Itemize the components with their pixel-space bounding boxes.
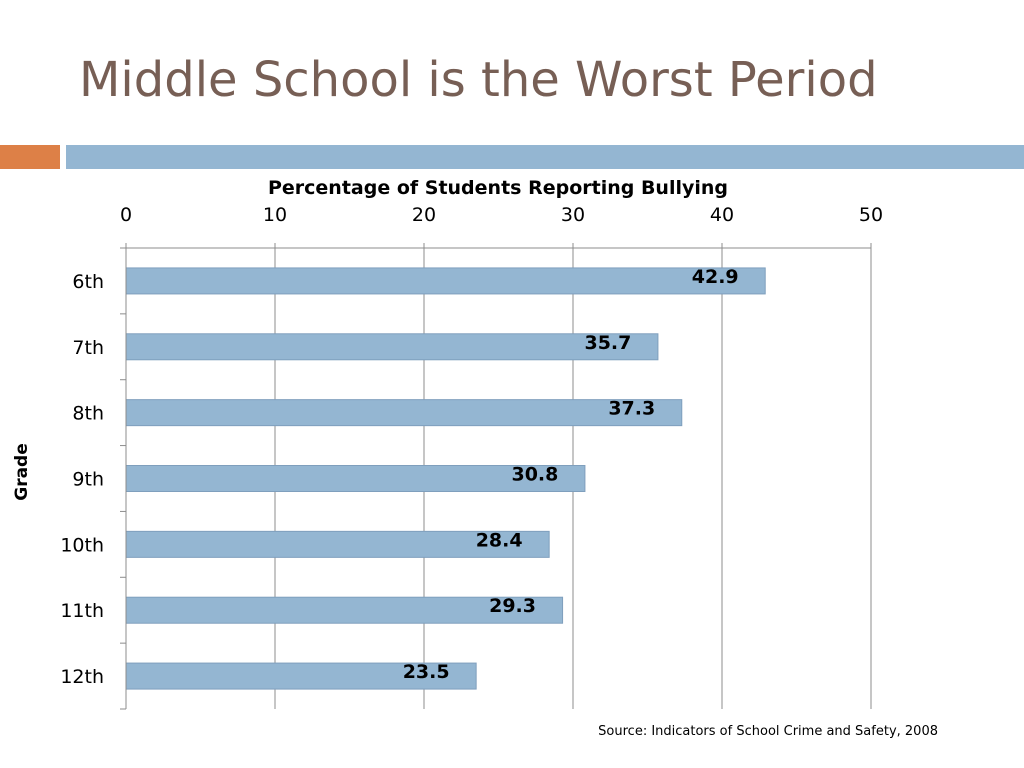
x-tick-label: 50 — [859, 204, 883, 226]
data-labels: 42.9 35.7 37.3 30.8 28.4 29.3 23.5 — [403, 266, 739, 683]
bar — [125, 662, 477, 690]
data-label: 42.9 — [692, 266, 739, 288]
axes: 0 10 20 30 40 50 6th 7th 8th 9th 10th 11th 12th — [60, 204, 883, 710]
x-tick-label: 30 — [561, 204, 585, 226]
data-label: 35.7 — [584, 332, 631, 354]
x-tick-label: 20 — [412, 204, 436, 226]
x-tick-label: 0 — [120, 204, 132, 226]
accent-bar-blue — [66, 145, 1024, 169]
bar — [125, 267, 766, 295]
y-tick-label: 7th — [72, 337, 104, 359]
chart-title: Percentage of Students Reporting Bullyin… — [268, 177, 728, 199]
bar — [125, 333, 659, 361]
y-tick-label: 12th — [60, 666, 104, 688]
source-note: Source: Indicators of School Crime and S… — [598, 724, 938, 739]
data-label: 28.4 — [476, 529, 523, 551]
slide-title: Middle School is the Worst Period — [79, 52, 878, 108]
bar — [125, 530, 550, 558]
y-axis-label: Grade — [12, 443, 32, 501]
bar — [125, 399, 683, 427]
y-tick-label: 8th — [72, 403, 104, 425]
bars — [125, 267, 766, 690]
data-label: 23.5 — [403, 661, 450, 683]
x-tick-label: 40 — [710, 204, 734, 226]
bar — [125, 596, 564, 624]
y-tick-label: 10th — [60, 534, 104, 556]
y-tick-label: 9th — [72, 469, 104, 491]
data-label: 30.8 — [511, 464, 558, 486]
y-tick-label: 11th — [60, 600, 104, 622]
accent-bar-orange — [0, 145, 60, 169]
data-label: 37.3 — [608, 398, 655, 420]
data-label: 29.3 — [489, 595, 536, 617]
y-tick-label: 6th — [72, 271, 104, 293]
x-tick-label: 10 — [263, 204, 287, 226]
